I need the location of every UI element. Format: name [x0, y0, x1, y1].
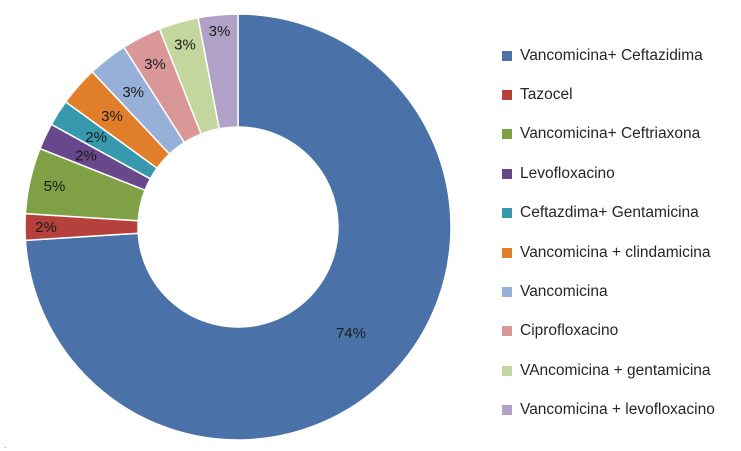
legend-label-3: Vancomicina+ Ceftriaxona — [520, 125, 701, 143]
legend-item-5: Ceftazdima+ Gentamicina — [502, 194, 737, 233]
legend-swatch-10 — [502, 405, 512, 416]
legend-item-4: Levofloxacino — [502, 154, 737, 193]
legend-swatch-2 — [502, 90, 512, 101]
legend-item-7: Vancomicina — [502, 272, 737, 311]
legend-swatch-7 — [502, 287, 512, 298]
legend-label-10: Vancomicina + levofloxacino — [520, 401, 715, 419]
legend-item-10: Vancomicina + levofloxacino — [502, 391, 737, 430]
slice-label-5: 2% — [85, 129, 107, 146]
legend-label-7: Vancomicina — [520, 283, 608, 301]
slice-label-3: 5% — [44, 178, 66, 195]
slice-label-1: 74% — [336, 325, 366, 342]
legend-swatch-4 — [502, 168, 512, 179]
legend-item-1: Vancomicina+ Ceftazidima — [502, 36, 737, 75]
slice-label-7: 3% — [122, 84, 144, 101]
legend-item-6: Vancomicina + clindamicina — [502, 233, 737, 272]
slice-label-9: 3% — [174, 37, 196, 54]
legend-swatch-5 — [502, 208, 512, 219]
slice-1 — [24, 13, 452, 441]
legend-label-1: Vancomicina+ Ceftazidima — [520, 46, 703, 64]
slice-label-4: 2% — [75, 147, 97, 164]
legend-swatch-8 — [502, 326, 512, 337]
legend-item-3: Vancomicina+ Ceftriaxona — [502, 115, 737, 154]
legend-item-8: Ciprofloxacino — [502, 312, 737, 351]
legend-swatch-3 — [502, 129, 512, 140]
legend-label-4: Levofloxacino — [520, 164, 615, 182]
legend-label-9: VAncomicina + gentamicina — [520, 361, 711, 379]
slice-label-10: 3% — [209, 23, 231, 40]
legend-swatch-1 — [502, 50, 512, 61]
slice-10 — [197, 13, 239, 130]
legend-label-2: Tazocel — [520, 86, 573, 104]
legend-label-6: Vancomicina + clindamicina — [520, 243, 711, 261]
footer-mark: . — [4, 440, 7, 450]
legend-item-9: VAncomicina + gentamicina — [502, 351, 737, 390]
legend-swatch-9 — [502, 365, 512, 376]
slice-label-6: 3% — [101, 108, 123, 125]
slice-label-2: 2% — [35, 219, 57, 236]
chart-legend: Vancomicina+ Ceftazidima Tazocel Vancomici… — [502, 36, 737, 430]
legend-label-5: Ceftazdima+ Gentamicina — [520, 204, 699, 222]
legend-swatch-6 — [502, 247, 512, 258]
legend-item-2: Tazocel — [502, 75, 737, 114]
slice-label-8: 3% — [144, 56, 166, 73]
legend-label-8: Ciprofloxacino — [520, 322, 619, 340]
